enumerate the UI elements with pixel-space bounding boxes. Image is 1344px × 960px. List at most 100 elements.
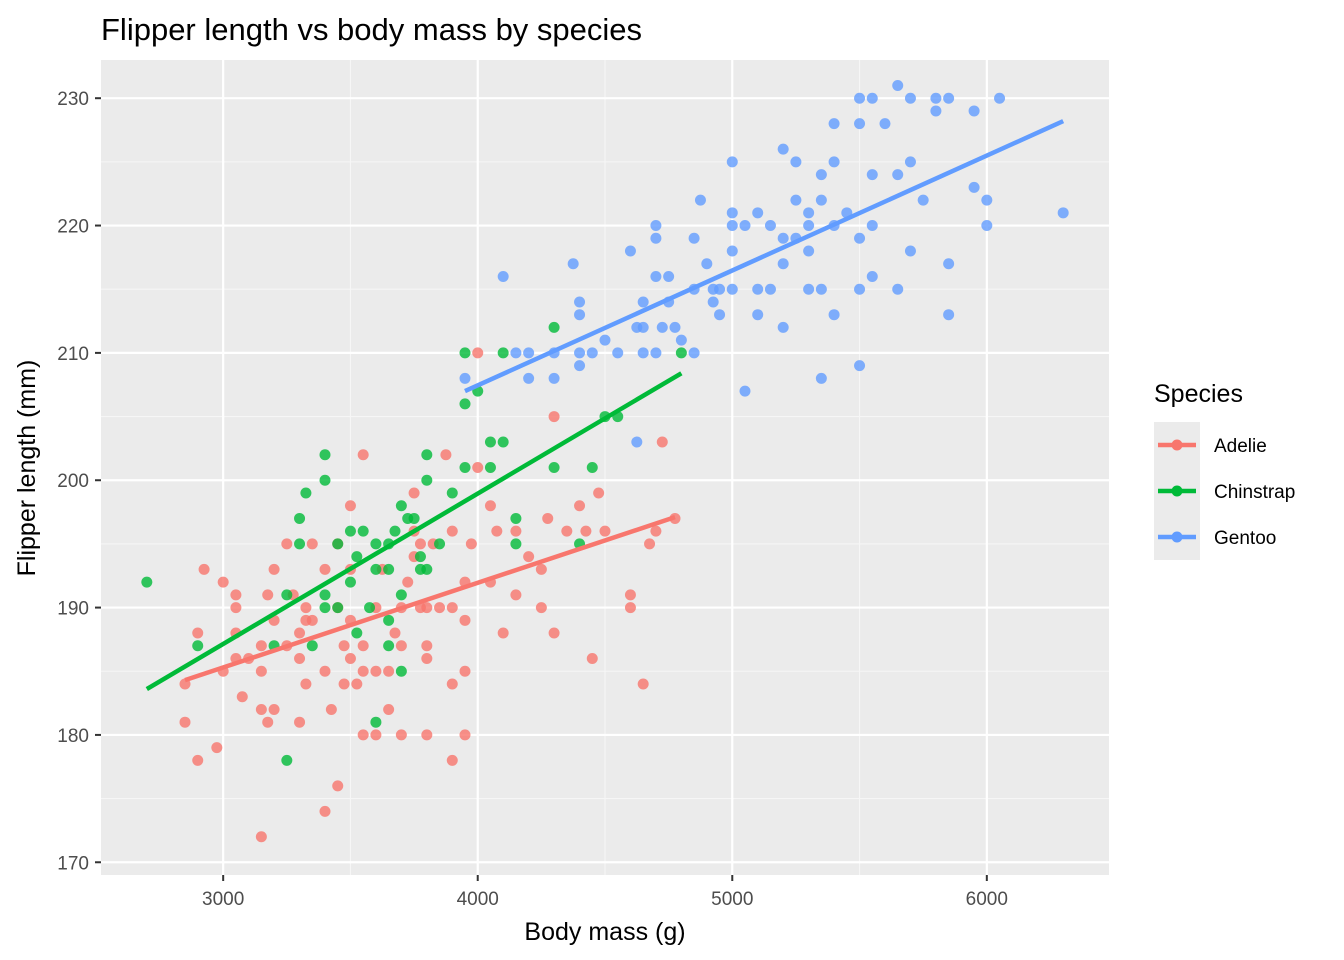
gentoo-point [1057, 207, 1069, 219]
chinstrap-point [351, 551, 363, 563]
adelie-point [383, 703, 395, 715]
minor-gridlines [101, 60, 1109, 875]
adelie-point [211, 742, 223, 754]
adelie-point [421, 640, 433, 652]
adelie-point [446, 602, 458, 614]
gentoo-point [904, 245, 916, 257]
gentoo-point [637, 296, 649, 308]
chinstrap-point [395, 665, 407, 677]
gentoo-point [904, 156, 916, 168]
gentoo-point [854, 360, 866, 372]
gentoo-point [586, 347, 598, 359]
gentoo-point [815, 372, 827, 384]
adelie-point [268, 563, 280, 575]
chinstrap-point [548, 321, 560, 333]
adelie-trend-line [184, 515, 676, 683]
adelie-point [300, 678, 312, 690]
gentoo-point [650, 232, 662, 244]
chinstrap-point [351, 627, 363, 639]
chinstrap-point [332, 602, 344, 614]
adelie-point [357, 640, 369, 652]
gentoo-point [866, 270, 878, 282]
chinstrap-point [497, 436, 509, 448]
chinstrap-point [395, 500, 407, 512]
adelie-point [306, 614, 318, 626]
adelie-point [542, 512, 554, 524]
y-axis-title: Flipper length (mm) [13, 360, 41, 577]
gentoo-point [854, 232, 866, 244]
adelie-point [497, 627, 509, 639]
adelie-point [255, 665, 267, 677]
adelie-point [402, 576, 414, 588]
gentoo-point [523, 347, 535, 359]
legend: Species Adelie Chinstrap Gentoo [1154, 380, 1295, 560]
y-tick-label: 200 [57, 471, 89, 492]
adelie-point [548, 627, 560, 639]
gentoo-point [803, 207, 815, 219]
gentoo-point [567, 258, 579, 270]
gentoo-point [803, 220, 815, 232]
legend-label-chinstrap: Chinstrap [1214, 482, 1295, 503]
adelie-point [535, 602, 547, 614]
chinstrap-point [675, 347, 687, 359]
gentoo-point [663, 270, 675, 282]
legend-items: Adelie Chinstrap Gentoo [1154, 422, 1295, 560]
gentoo-point [968, 181, 980, 193]
gentoo-point [828, 309, 840, 321]
gentoo-point [943, 92, 955, 104]
gentoo-point [943, 258, 955, 270]
adelie-point [510, 589, 522, 601]
legend-item-adelie: Adelie [1154, 422, 1267, 468]
adelie-point [484, 500, 496, 512]
chinstrap-point [421, 474, 433, 486]
gentoo-point [764, 220, 776, 232]
legend-item-gentoo: Gentoo [1154, 514, 1276, 560]
adelie-point [548, 411, 560, 423]
adelie-point [580, 525, 592, 537]
gentoo-point [624, 245, 636, 257]
chinstrap-point [281, 589, 293, 601]
adelie-point [446, 678, 458, 690]
chinstrap-point [306, 640, 318, 652]
chinstrap-point [459, 347, 471, 359]
y-tick-label: 230 [57, 89, 89, 110]
x-tick-label: 5000 [711, 889, 753, 910]
legend-label-gentoo: Gentoo [1214, 528, 1276, 549]
adelie-point [294, 653, 306, 665]
adelie-point [650, 525, 662, 537]
chinstrap-point [484, 436, 496, 448]
gentoo-point [879, 118, 891, 130]
gentoo-point [752, 207, 764, 219]
adelie-point [325, 703, 337, 715]
adelie-point [344, 500, 356, 512]
gentoo-point [790, 194, 802, 206]
adelie-point [459, 729, 471, 741]
adelie-point [300, 602, 312, 614]
adelie-point [389, 627, 401, 639]
gentoo-point [694, 194, 706, 206]
gentoo-point [764, 283, 776, 295]
gentoo-point [892, 169, 904, 181]
chinstrap-point [459, 398, 471, 410]
gentoo-point [994, 92, 1006, 104]
gentoo-point [637, 321, 649, 333]
gentoo-point [726, 220, 738, 232]
gentoo-point [726, 245, 738, 257]
adelie-point [332, 780, 344, 792]
gentoo-point [688, 347, 700, 359]
gentoo-point [777, 258, 789, 270]
chinstrap-point [383, 614, 395, 626]
gentoo-point [523, 372, 535, 384]
y-tick-label: 180 [57, 726, 89, 747]
adelie-point [319, 563, 331, 575]
gentoo-point [637, 347, 649, 359]
gentoo-point [930, 105, 942, 117]
gentoo-point [726, 283, 738, 295]
adelie-point [491, 525, 503, 537]
adelie-point [459, 614, 471, 626]
y-tick-label: 170 [57, 853, 89, 874]
adelie-point [421, 602, 433, 614]
gentoo-point [656, 321, 668, 333]
chinstrap-point [319, 474, 331, 486]
adelie-point [357, 729, 369, 741]
